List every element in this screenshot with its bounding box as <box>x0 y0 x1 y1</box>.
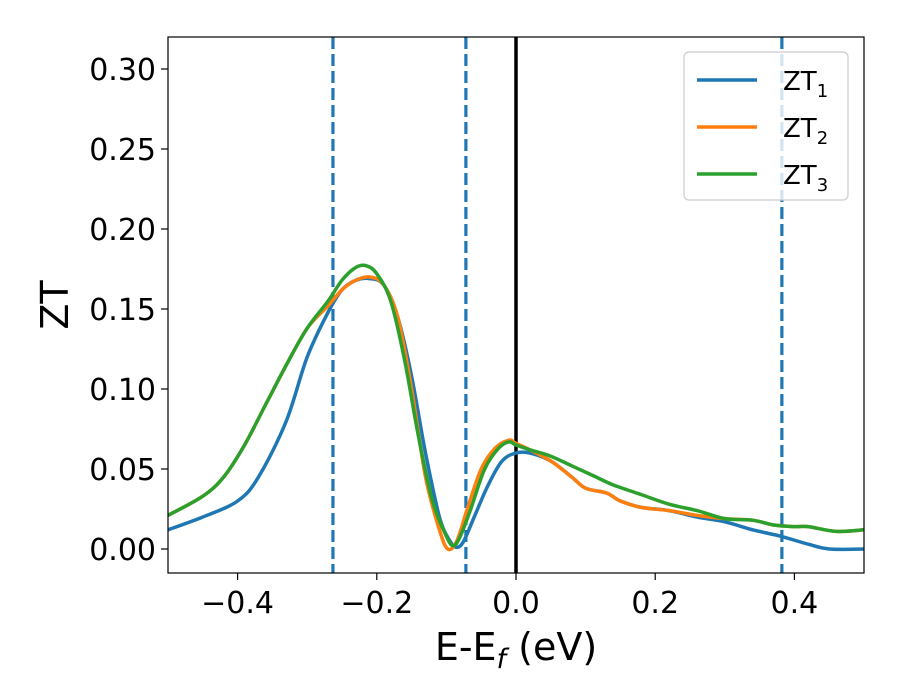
x-tick-label: −0.4 <box>201 586 274 621</box>
legend-label-zt2: ZT2 <box>783 114 828 149</box>
x-tick-label: 0.2 <box>631 586 679 621</box>
y-tick-label: 0.00 <box>89 533 156 568</box>
legend: ZT1 ZT2 ZT3 <box>683 51 849 201</box>
legend-label-zt3: ZT3 <box>783 161 828 196</box>
legend-label-zt1: ZT1 <box>783 67 828 102</box>
y-tick-label: 0.10 <box>89 373 156 408</box>
x-tick-label: −0.2 <box>340 586 413 621</box>
y-tick-label: 0.25 <box>89 133 156 168</box>
series-line-zt3 <box>168 263 864 548</box>
y-tick-label: 0.15 <box>89 293 156 328</box>
x-axis: −0.4 −0.2 0.0 0.2 0.4 <box>201 573 818 621</box>
y-axis: 0.00 0.05 0.10 0.15 0.20 0.25 0.30 <box>89 53 168 568</box>
x-tick-label: 0.0 <box>492 586 540 621</box>
y-tick-label: 0.30 <box>89 53 156 88</box>
x-tick-label: 0.4 <box>771 586 819 621</box>
y-tick-label: 0.20 <box>89 213 156 248</box>
y-axis-title: ZT <box>33 280 77 330</box>
legend-frame <box>683 51 849 201</box>
series-lines <box>168 263 864 552</box>
y-tick-label: 0.05 <box>89 453 156 488</box>
x-axis-title: E-Ef (eV) <box>435 625 597 675</box>
